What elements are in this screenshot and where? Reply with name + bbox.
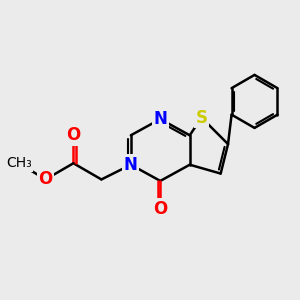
Text: O: O (66, 126, 81, 144)
Text: N: N (124, 156, 138, 174)
Text: N: N (153, 110, 167, 128)
Text: O: O (38, 170, 52, 188)
Text: S: S (196, 109, 208, 127)
Text: CH₃: CH₃ (6, 156, 32, 170)
Text: O: O (153, 200, 167, 218)
